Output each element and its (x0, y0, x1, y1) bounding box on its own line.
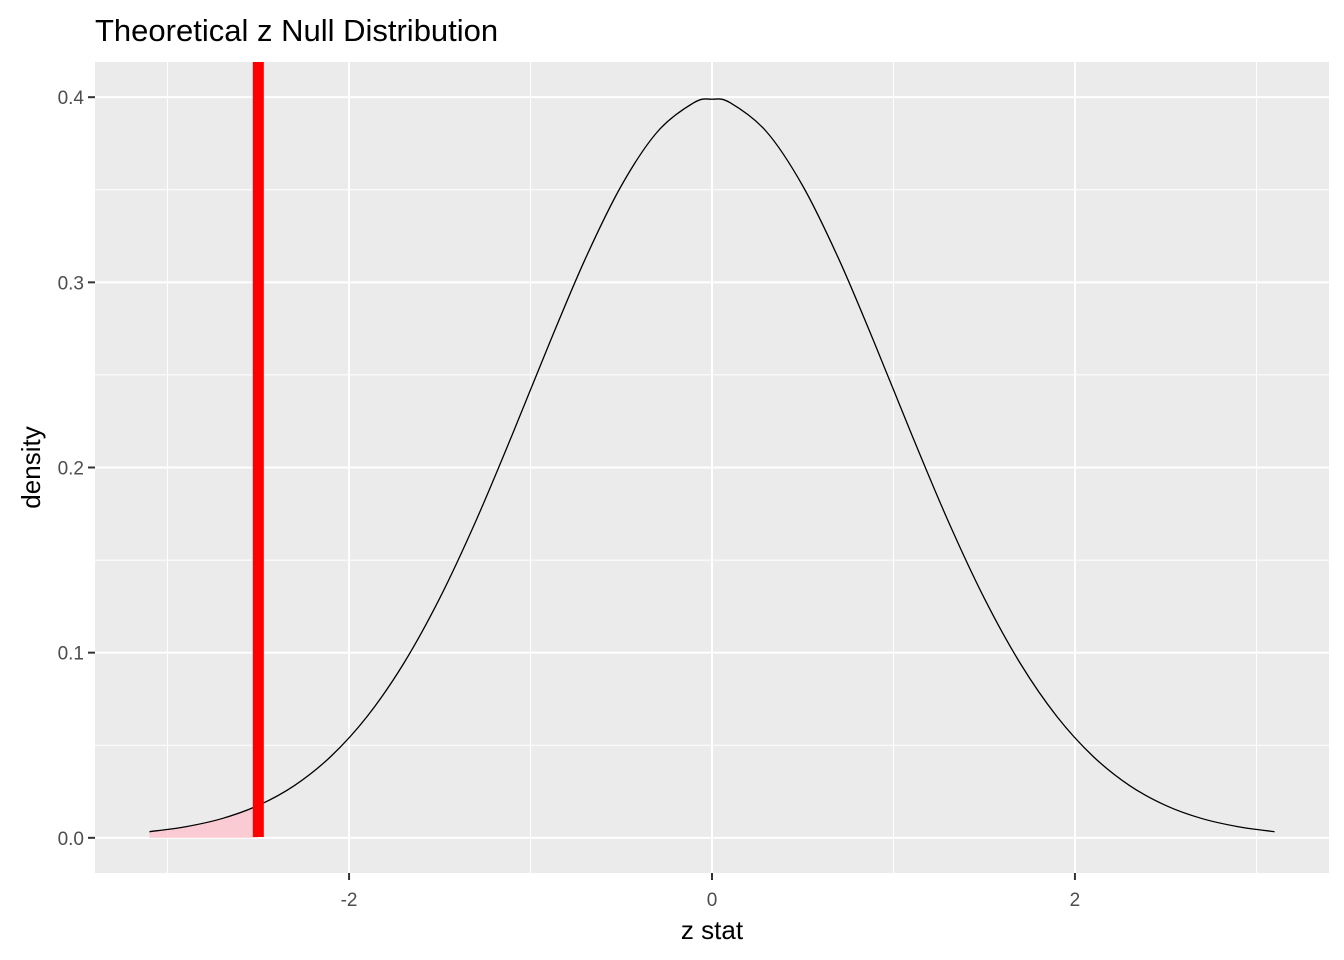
density-curve (149, 98, 1275, 833)
y-axis: 0.0 0.1 0.2 0.3 0.4 (58, 88, 95, 850)
x-tick-label: -2 (341, 890, 358, 911)
shaded-tail-region (149, 805, 259, 838)
y-tick-label: 0.3 (58, 273, 84, 294)
x-axis: -2 0 2 (341, 873, 1081, 911)
y-tick-label: 0.1 (58, 644, 84, 665)
chart-title: Theoretical z Null Distribution (95, 13, 498, 48)
density-curve-layer (149, 98, 1275, 833)
y-tick-label: 0.0 (58, 829, 84, 850)
y-axis-title: density (16, 426, 46, 508)
shaded-tail-area (149, 805, 259, 838)
x-axis-title: z stat (681, 915, 744, 945)
y-tick-label: 0.4 (58, 88, 85, 109)
x-tick-label: 0 (707, 890, 718, 911)
y-tick-label: 0.2 (58, 459, 84, 480)
x-tick-label: 2 (1070, 890, 1081, 911)
